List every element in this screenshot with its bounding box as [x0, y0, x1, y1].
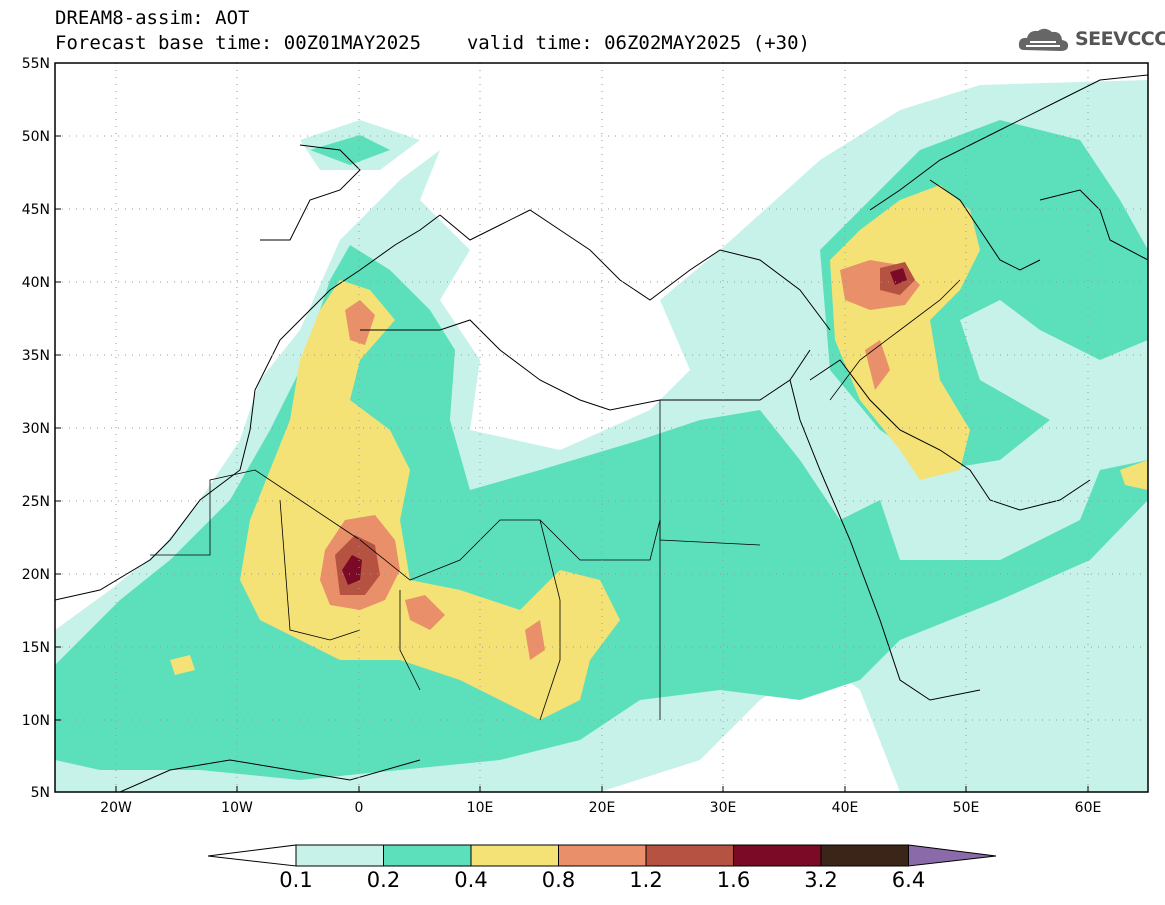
colorbar-low-arrow: [207, 844, 297, 867]
lat-label: 5N: [31, 785, 50, 801]
lon-label: 50E: [953, 800, 980, 816]
lon-label: 10E: [467, 800, 494, 816]
cloud-logo-icon: [1018, 28, 1069, 51]
colorbar-label: 1.2: [629, 868, 663, 892]
colorbar-label: 0.8: [541, 868, 576, 892]
lon-label: 60E: [1075, 800, 1102, 816]
borders: [150, 279, 961, 721]
lat-label: 15N: [22, 640, 50, 656]
colorbar-label: 0.2: [366, 868, 401, 892]
colorbar-bin: [295, 844, 384, 867]
lat-label: 50N: [22, 129, 50, 145]
lat-label: 55N: [22, 56, 50, 72]
colorbar-bin: [470, 844, 559, 867]
lon-label: 20E: [589, 800, 616, 816]
lon-label: 0: [355, 800, 364, 816]
time-info: Forecast base time: 00Z01MAY2025 valid t…: [55, 32, 810, 54]
logo-text: SEEVCCC: [1075, 28, 1165, 50]
lat-label: 40N: [22, 275, 50, 291]
lon-label: 40E: [832, 800, 859, 816]
colorbar-label: 0.1: [279, 868, 313, 892]
gridlines: [55, 63, 1148, 792]
colorbar-bin: [558, 844, 647, 867]
colorbar-bin: [733, 844, 822, 867]
colorbar-label: 1.6: [716, 868, 751, 892]
colorbar-high-arrow: [908, 844, 997, 867]
colorbar: [207, 844, 997, 867]
lon-label: 30E: [710, 800, 737, 816]
lat-label: 30N: [22, 421, 50, 437]
ticks: [55, 62, 1089, 793]
lat-labels: 55N 50N 45N 40N 35N 30N 25N 20N 15N 10N …: [22, 56, 50, 801]
lat-label: 25N: [22, 494, 50, 510]
colorbar-label: 3.2: [804, 868, 838, 892]
valid-time-label: valid time: 06Z02MAY2025 (+30): [466, 32, 810, 54]
colorbar-label: 6.4: [891, 868, 926, 892]
lat-label: 20N: [22, 567, 50, 583]
lon-label: 10W: [221, 800, 253, 816]
coastlines: [55, 74, 1148, 792]
lat-label: 45N: [22, 202, 50, 218]
lat-label: 35N: [22, 348, 50, 364]
colorbar-bin: [645, 844, 734, 867]
lat-label: 10N: [22, 713, 50, 729]
colorbar-bin: [820, 844, 909, 867]
base-time-label: Forecast base time: 00Z01MAY2025: [55, 32, 422, 54]
lon-label: 20W: [100, 800, 132, 816]
colorbar-labels: 0.1 0.2 0.4 0.8 1.2 1.6 3.2 6.4: [0, 868, 1165, 898]
colorbar-label: 0.4: [454, 868, 488, 892]
colorbar-bin: [383, 844, 472, 867]
lon-labels: 20W 10W 0 10E 20E 30E 40E 50E 60E: [100, 800, 1101, 816]
map-title: DREAM8-assim: AOT: [55, 7, 250, 29]
